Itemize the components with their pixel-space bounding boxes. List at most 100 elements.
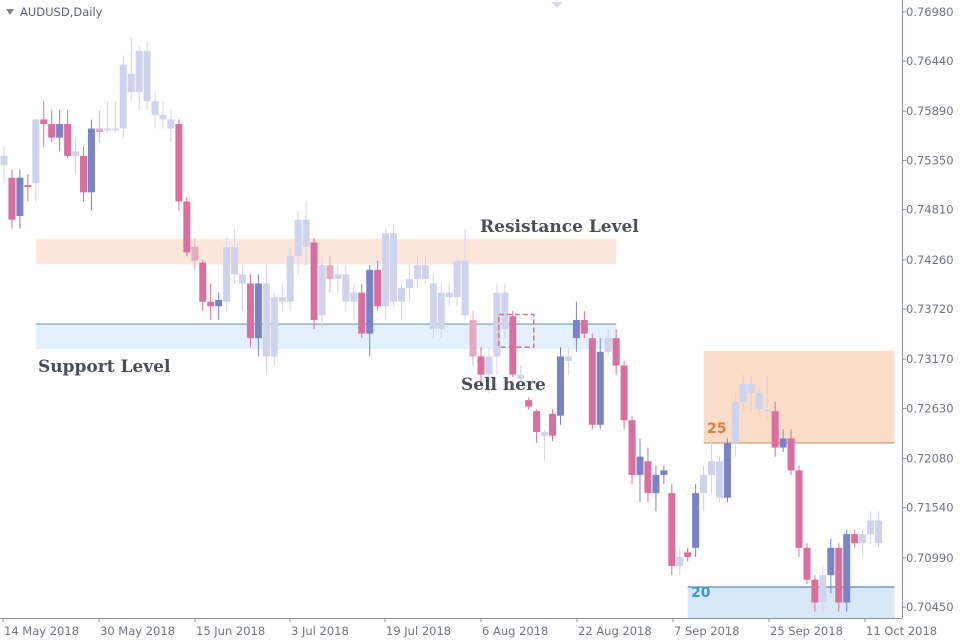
candle [747,374,755,412]
candle [763,374,771,421]
candle [32,119,40,202]
candle-body [302,219,310,248]
candle [270,292,278,366]
candle [445,283,453,307]
candle [262,265,270,375]
time-axis[interactable]: 14 May 2018 30 May 2018 15 Jun 2018 3 Jul 2… [0,618,960,640]
candle-body [310,242,318,320]
candle-body [533,411,541,433]
candle-body [326,265,334,279]
candle-body [445,292,453,298]
candle [811,575,819,612]
price-tick-label: 0.76440 [906,54,954,68]
candle-body [151,101,159,115]
time-tick-label: 3 Jul 2018 [291,624,349,638]
candle [533,409,541,443]
time-tick-label: 14 May 2018 [4,624,79,638]
time-axis-background [0,618,960,640]
sell-marker-box [498,313,535,349]
candle [549,409,557,442]
candle-body [477,356,485,375]
candle [716,456,723,503]
candle [684,547,692,562]
candle [382,228,390,320]
candle-body [660,470,668,475]
price-tick-label: 0.73720 [906,302,954,316]
lower-level-number: 20 [691,585,711,601]
candle [421,256,429,284]
candle-body [763,409,771,412]
candle [453,256,461,307]
candle [787,429,795,475]
candle [318,256,326,330]
candle-body [580,319,588,334]
upper-level-number: 25 [707,421,726,437]
candle-body [159,114,167,120]
candle [199,259,207,311]
candle-body [95,128,103,133]
candle [119,55,127,138]
candle-body [509,316,517,375]
candle-body [382,233,390,307]
candle-body [167,119,175,129]
candle [636,438,644,503]
resistance-label: Resistance Level [480,217,639,237]
candle-body [8,177,16,220]
candle [87,119,95,211]
candle [668,484,676,576]
candle-body [183,201,191,253]
candle-body [421,265,429,279]
candle [405,265,413,302]
candle [660,465,668,485]
candle-body [294,219,302,257]
time-tick-label: 11 Oct 2018 [866,624,937,638]
candle [628,415,636,485]
shift-marker-icon[interactable] [551,2,563,8]
resistance-zone [35,238,617,265]
candle [167,110,175,143]
sell-here-label: Sell here [461,375,546,395]
candle-body [32,119,40,184]
candle [175,119,183,211]
candle [24,174,32,202]
candle-body [644,461,652,494]
candle [803,543,811,585]
candle [366,265,374,357]
candle-body [827,547,835,576]
candle-body [485,356,493,375]
candle [8,169,16,229]
candle [326,256,334,293]
candle-body [413,265,421,279]
candle-body [588,338,596,425]
candle [604,329,612,357]
candle-body [819,575,827,603]
price-tick-label: 0.72080 [906,451,954,465]
candle-body [867,520,875,535]
candle [286,247,294,311]
candle [151,92,159,129]
symbol-dropdown-icon[interactable] [6,9,14,15]
candle-body [278,297,286,302]
candle-body [72,151,80,156]
candle [310,237,318,330]
candle-body [262,283,270,357]
candle [739,374,747,412]
price-axis-background [902,0,960,640]
candle-body [835,547,843,603]
candle-body [374,269,382,307]
overlays-layer [498,313,535,349]
price-axis[interactable]: 0.76980 0.76440 0.75890 0.75350 0.74810 0.742… [902,0,960,640]
candle-body [771,411,779,448]
candle [708,438,716,494]
candle [525,397,533,410]
candle-body [80,155,87,193]
support-zone [35,323,617,350]
candle-body [358,292,366,334]
candle-body [64,123,72,156]
candle [771,401,779,457]
symbol-label: AUDUSD,Daily [20,5,103,19]
time-tick-label: 15 Jun 2018 [196,624,265,638]
candle-body [652,474,660,494]
